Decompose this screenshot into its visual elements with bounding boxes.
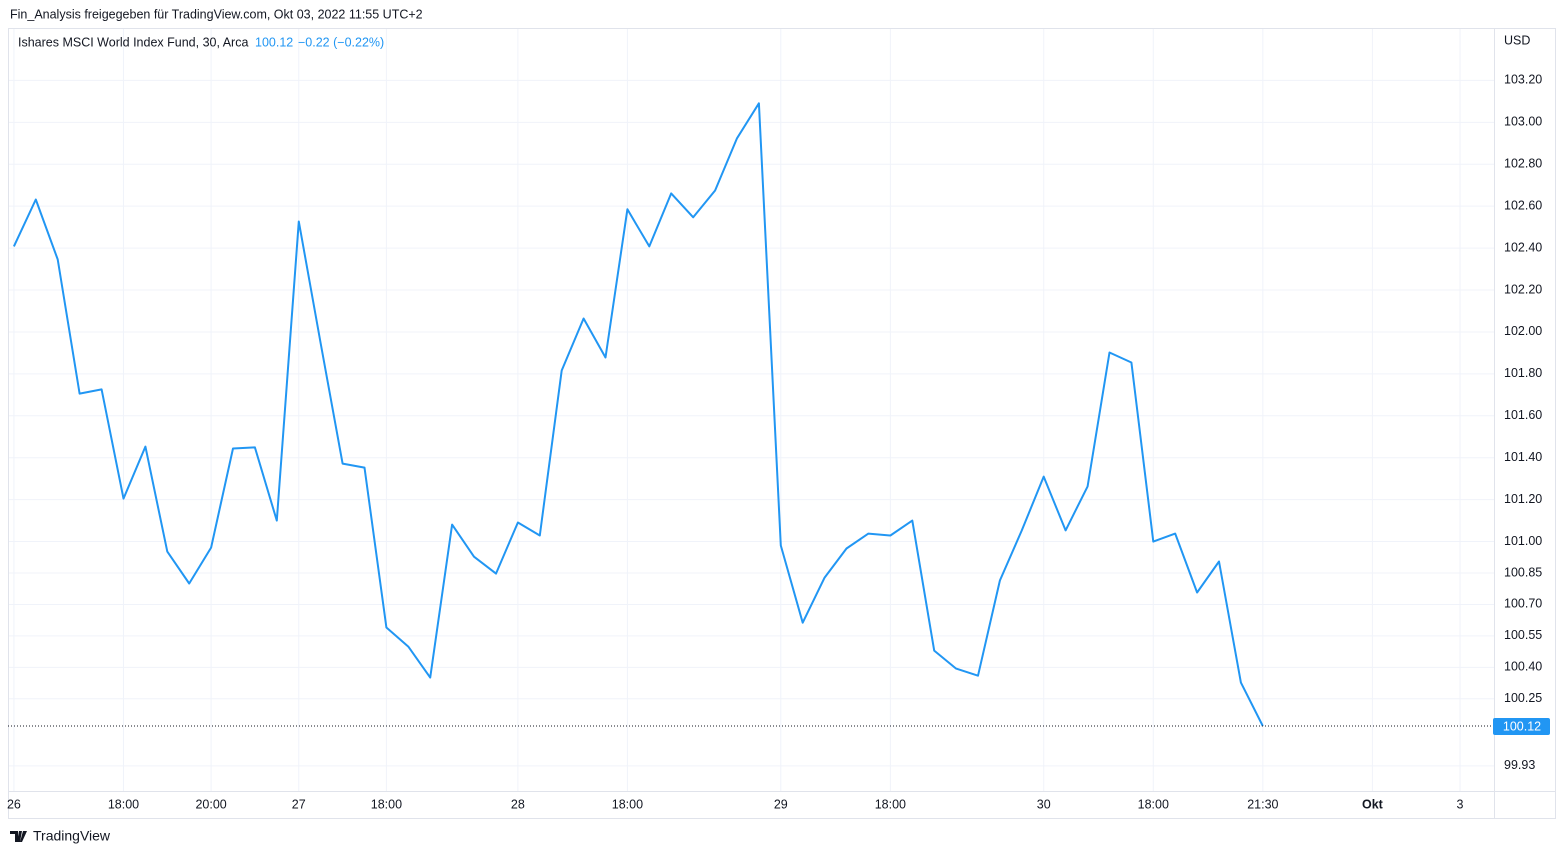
legend-price: 100.12: [255, 35, 293, 49]
x-tick-label: Okt: [1362, 797, 1384, 811]
y-tick-label: 101.60: [1504, 408, 1542, 422]
x-tick-label: 21:30: [1247, 797, 1278, 811]
last-price-box: [1493, 718, 1550, 736]
y-tick-label: 103.20: [1504, 73, 1542, 87]
y-tick-label: 103.00: [1504, 115, 1542, 129]
y-tick-label: 100.70: [1504, 597, 1542, 611]
y-tick-label: 100.40: [1504, 660, 1542, 674]
x-tick-label: 27: [292, 797, 306, 811]
frame: [8, 28, 1556, 819]
price-line: [12, 102, 1264, 727]
x-tick-label: 18:00: [108, 797, 139, 811]
x-tick-label: 18:00: [1138, 797, 1169, 811]
x-tick-label: 3: [1457, 797, 1464, 811]
legend-title: Ishares MSCI World Index Fund, 30, Arca: [18, 35, 248, 49]
x-tick-label: 28: [511, 797, 525, 811]
logo: [10, 831, 27, 842]
y-tick-label: 102.60: [1504, 198, 1542, 212]
y-tick-label: 101.20: [1504, 492, 1542, 506]
y-tick-label: 100.85: [1504, 565, 1542, 579]
y-tick-label: 102.00: [1504, 324, 1542, 338]
y-tick-label: 102.40: [1504, 240, 1542, 254]
x-tick-label: 29: [774, 797, 788, 811]
y-tick-label: 102.80: [1504, 157, 1542, 171]
x-tick-label: 18:00: [371, 797, 402, 811]
y-tick-label: 100.25: [1504, 691, 1542, 705]
x-tick-label: 20:00: [195, 797, 226, 811]
footer: TradingView: [33, 828, 111, 844]
last-price-label: 100.12: [1503, 719, 1541, 733]
x-tick-label: 30: [1037, 797, 1051, 811]
y-tick-label: 101.80: [1504, 366, 1542, 380]
y-tick-label: 102.20: [1504, 282, 1542, 296]
currency: USD: [1504, 33, 1530, 47]
x-tick-label: 18:00: [612, 797, 643, 811]
y-tick-label: 100.55: [1504, 628, 1542, 642]
legend-change: −0.22 (−0.22%): [298, 35, 384, 49]
x-tick-label: 18:00: [875, 797, 906, 811]
x-tick-label: 26: [7, 797, 21, 811]
y-tick-label: 101.00: [1504, 534, 1542, 548]
header: Fin_Analysis freigegeben für TradingView…: [10, 7, 423, 21]
y-tick-label: 99.93: [1504, 758, 1535, 772]
y-tick-label: 101.40: [1504, 450, 1542, 464]
